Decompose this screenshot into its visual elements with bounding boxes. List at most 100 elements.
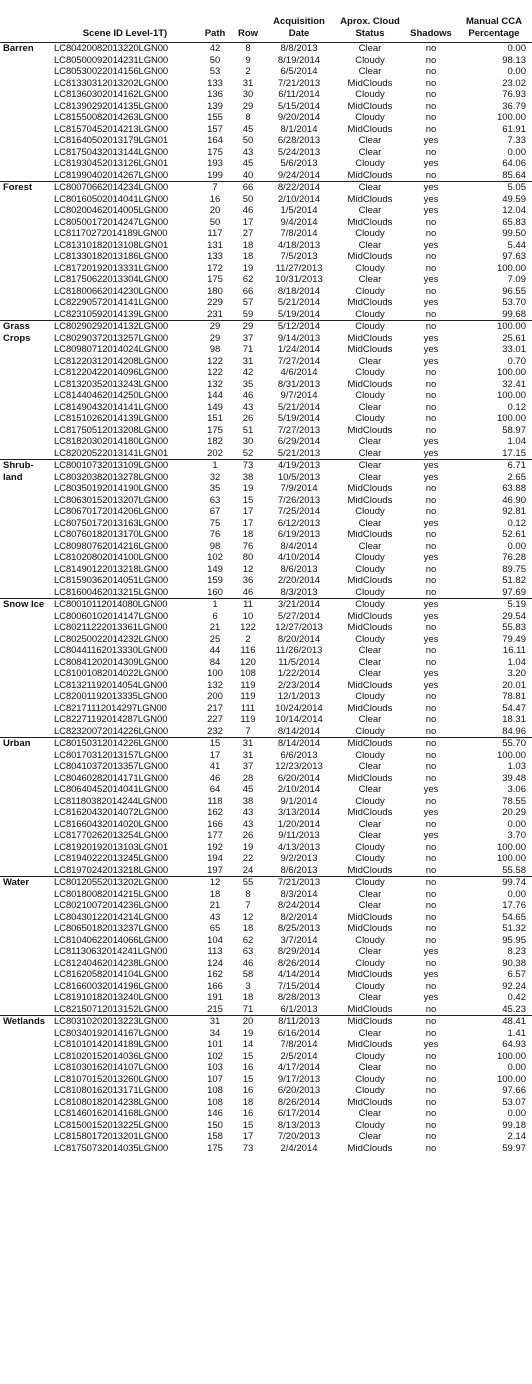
cloud-status-cell: MidClouds bbox=[347, 216, 393, 228]
acquisition-date-cell: 5/19/2014 bbox=[277, 308, 321, 320]
cloud-status-cell: MidClouds bbox=[347, 702, 393, 714]
cloud-status-cell: Clear bbox=[358, 471, 382, 483]
cca-percentage-cell: 39.48 bbox=[502, 772, 526, 784]
shadows-cell: yes bbox=[423, 784, 439, 795]
scene-id-cell: LC81020802014100LGN00 bbox=[54, 552, 169, 563]
shadows-cell: no bbox=[425, 169, 437, 181]
row-cell: 58 bbox=[242, 969, 254, 980]
acquisition-date-cell: 7/21/2013 bbox=[277, 77, 321, 89]
cca-percentage-cell: 7.33 bbox=[507, 135, 527, 146]
shadows-cell: no bbox=[425, 1003, 437, 1015]
scene-id-cell: LC81440462014250LGN00 bbox=[54, 390, 169, 401]
shadows-cell: no bbox=[425, 841, 437, 853]
shadows-cell: yes bbox=[423, 517, 439, 529]
acquisition-date-cell: 9/1/2014 bbox=[280, 795, 318, 807]
row-cell: 38 bbox=[242, 795, 254, 807]
cca-percentage-cell: 6.71 bbox=[456, 459, 532, 472]
cca-percentage-cell: 100.00 bbox=[496, 112, 526, 123]
row-cell: 108 bbox=[240, 668, 256, 679]
table-row: LC81080162013171LGN00 108 16 6/20/2013 Cloud… bbox=[0, 1085, 532, 1097]
scene-id-cell: LC81750512013208LGN00 bbox=[54, 424, 169, 436]
scene-id-cell: LC81220312014208LGN00 bbox=[54, 355, 169, 367]
cca-percentage-cell: 54.65 bbox=[502, 911, 526, 923]
scene-id-cell: LC81620582014104LGN00 bbox=[54, 969, 169, 980]
shadows-cell: no bbox=[425, 645, 437, 656]
scene-id-cell: LC81080182014238LGN00 bbox=[54, 1096, 169, 1108]
shadows-cell: no bbox=[406, 876, 456, 889]
shadows-cell: yes bbox=[423, 193, 439, 205]
row-cell: 8 bbox=[245, 888, 251, 900]
row-cell: 122 bbox=[240, 622, 256, 633]
path-cell: 50 bbox=[209, 216, 221, 228]
cloud-status-cell: MidClouds bbox=[347, 679, 393, 691]
shadows-cell: no bbox=[425, 66, 437, 77]
cloud-status-cell: MidClouds bbox=[347, 332, 393, 344]
row-cell: 27 bbox=[242, 228, 254, 239]
row-cell: 46 bbox=[242, 205, 254, 216]
acquisition-date-cell: 2/4/2014 bbox=[280, 1142, 318, 1154]
row-cell: 24 bbox=[242, 864, 254, 876]
table-row: LC80670172014206LGN00 67 17 7/25/2014 Cloudy… bbox=[0, 506, 532, 518]
category-label: Forest bbox=[0, 181, 52, 321]
table-row: LC80530022014156LGN00 53 2 6/5/2014 Clear no 0… bbox=[0, 66, 532, 78]
scene-id-cell: LC80670172014206LGN00 bbox=[54, 506, 169, 517]
table-row: LC80290372013257LGN00 29 37 9/14/2013 MidClo… bbox=[0, 333, 532, 345]
acquisition-date-cell: 6/19/2013 bbox=[277, 529, 321, 540]
table-row: LC82150712013152LGN00 215 71 6/1/2013 MidClo… bbox=[0, 1004, 532, 1016]
path-cell: 180 bbox=[207, 285, 223, 297]
acquisition-date-cell: 9/4/2014 bbox=[280, 216, 318, 228]
table-row: LC80460282014171LGN00 46 28 6/20/2014 MidClo… bbox=[0, 773, 532, 785]
cloud-status-cell: Cloudy bbox=[355, 934, 385, 946]
cca-percentage-cell: 100.00 bbox=[496, 390, 526, 401]
row-cell: 31 bbox=[242, 77, 254, 89]
shadows-cell: no bbox=[425, 864, 437, 876]
acquisition-date-cell: 3/7/2014 bbox=[280, 934, 318, 946]
row-cell: 43 bbox=[242, 146, 254, 158]
cca-percentage-cell: 100.00 bbox=[496, 841, 526, 853]
row-cell: 73 bbox=[242, 1142, 254, 1154]
scene-id-cell: LC81750432013144LGN00 bbox=[54, 146, 169, 158]
shadows-cell: no bbox=[425, 563, 437, 575]
scene-id-cell: LC81220422014096LGN00 bbox=[54, 367, 169, 378]
shadows-cell: no bbox=[425, 575, 437, 586]
acquisition-date-cell: 8/6/2013 bbox=[280, 864, 318, 876]
table-row: LC81460162014168LGN00 146 16 6/17/2014 Clear… bbox=[0, 1108, 532, 1120]
shadows-cell: no bbox=[425, 900, 437, 911]
scene-id-cell: LC80200462014005LGN00 bbox=[54, 205, 169, 216]
table-row: LC81750432013144LGN00 175 43 5/24/2013 Clear… bbox=[0, 147, 532, 159]
path-cell: 67 bbox=[209, 506, 221, 517]
acquisition-date-cell: 12/1/2013 bbox=[277, 691, 321, 702]
cca-percentage-cell: 84.96 bbox=[502, 725, 526, 737]
table-row: LC81970242013218LGN00 197 24 8/6/2013 MidClo… bbox=[0, 865, 532, 877]
scene-id-cell: LC80340192014167LGN00 bbox=[54, 1027, 169, 1039]
cloud-status-cell: MidClouds bbox=[347, 1142, 393, 1154]
shadows-cell: no bbox=[425, 424, 437, 436]
row-cell: 17 bbox=[242, 216, 254, 228]
cloud-status-cell: Clear bbox=[358, 355, 382, 367]
cca-percentage-cell: 100.00 bbox=[496, 413, 526, 424]
path-cell: 76 bbox=[209, 529, 221, 540]
row-cell: 62 bbox=[242, 934, 254, 946]
row-cell: 17 bbox=[242, 506, 254, 517]
table-row: LC81770262013254LGN00 177 26 9/11/2013 Clear… bbox=[0, 830, 532, 842]
shadows-cell: no bbox=[425, 506, 437, 517]
table-row: LC81620582014104LGN00 162 58 4/14/2014 MidCl… bbox=[0, 969, 532, 981]
row-cell: 46 bbox=[242, 586, 254, 598]
path-cell: 155 bbox=[207, 112, 223, 123]
shadows-cell: yes bbox=[423, 471, 439, 483]
row-cell: 3 bbox=[245, 980, 251, 992]
shadows-cell: yes bbox=[423, 297, 439, 308]
acquisition-date-cell: 6/11/2014 bbox=[278, 89, 320, 100]
cca-percentage-cell: 53.07 bbox=[502, 1096, 526, 1108]
acquisition-date-cell: 9/24/2014 bbox=[277, 169, 321, 181]
table-row: LC81510262014139LGN00 151 26 5/19/2014 Cloud… bbox=[0, 413, 532, 425]
table-row: LC80500172014247LGN00 50 17 9/4/2014 MidClou… bbox=[0, 217, 532, 229]
shadows-cell: no bbox=[425, 622, 437, 633]
cca-percentage-cell: 79.49 bbox=[502, 633, 526, 645]
row-cell: 18 bbox=[242, 529, 254, 540]
table-row: LC80060102014147LGN00 6 10 5/27/2014 MidClou… bbox=[0, 611, 532, 623]
path-cell: 166 bbox=[207, 818, 223, 830]
cloud-status-cell: Clear bbox=[358, 1062, 382, 1073]
shadows-cell: no bbox=[406, 320, 456, 333]
acquisition-date-cell: 8/18/2014 bbox=[277, 285, 321, 297]
